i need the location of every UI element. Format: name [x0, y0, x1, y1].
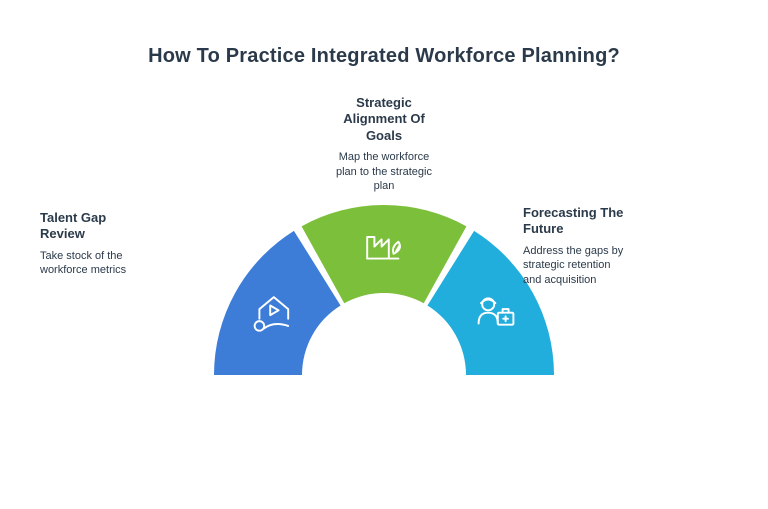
- segment-body-right: Address the gaps bystrategic retentionan…: [523, 244, 713, 289]
- segment-label-right: Forecasting TheFuture Address the gaps b…: [523, 205, 713, 288]
- segment-heading-top: StrategicAlignment OfGoals: [254, 95, 514, 144]
- page-title: How To Practice Integrated Workforce Pla…: [104, 43, 664, 69]
- segment-heading-right: Forecasting TheFuture: [523, 205, 713, 238]
- segment-heading-left: Talent GapReview: [40, 210, 230, 243]
- segment-body-top: Map the workforceplan to the strategicpl…: [254, 150, 514, 195]
- semi-donut-chart: [209, 200, 559, 390]
- segment-label-top: StrategicAlignment OfGoals Map the workf…: [254, 95, 514, 194]
- segment-label-left: Talent GapReview Take stock of theworkfo…: [40, 210, 230, 278]
- segment-body-left: Take stock of theworkforce metrics: [40, 249, 230, 279]
- semi-donut-svg: [209, 200, 559, 390]
